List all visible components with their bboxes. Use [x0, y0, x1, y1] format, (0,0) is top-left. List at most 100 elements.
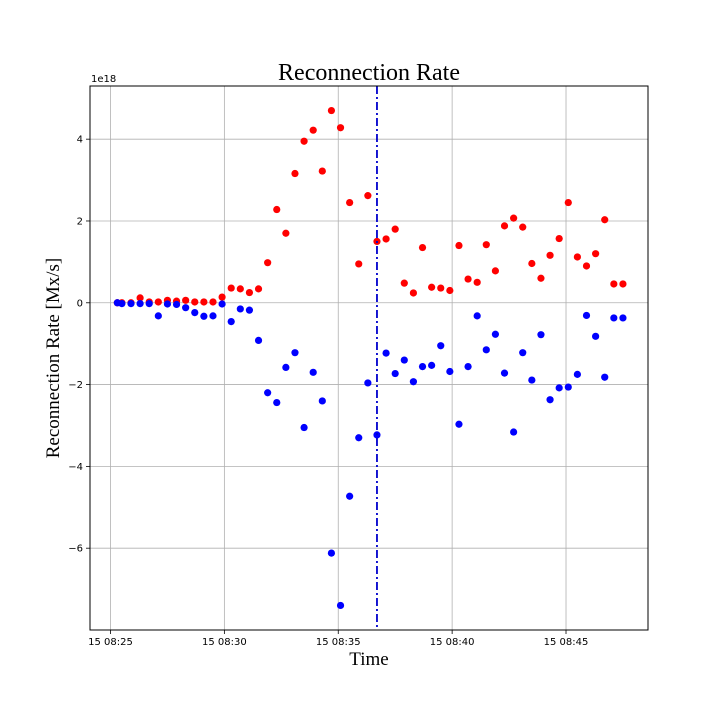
data-points	[113, 106, 627, 610]
red-point	[500, 222, 509, 230]
red-point	[236, 285, 244, 293]
grid-lines	[90, 86, 648, 630]
red-point	[491, 267, 500, 275]
red-point	[336, 124, 345, 132]
red-point	[136, 294, 144, 302]
y-offset-label: 1e18	[91, 74, 116, 85]
blue-point	[510, 428, 518, 436]
red-point	[592, 250, 600, 258]
blue-point	[555, 384, 563, 392]
blue-point	[163, 300, 172, 308]
blue-point	[610, 314, 618, 322]
blue-point	[592, 332, 600, 340]
blue-point	[382, 349, 390, 357]
blue-point	[464, 362, 472, 371]
blue-point	[564, 383, 572, 391]
red-point	[601, 216, 609, 224]
red-point	[282, 229, 290, 237]
blue-point	[409, 378, 418, 386]
blue-point	[355, 434, 363, 442]
y-axis-ticks: −6 −4 −2 0 2 4	[68, 135, 90, 555]
blue-point	[619, 314, 627, 322]
red-point	[273, 205, 281, 214]
blue-point	[154, 312, 162, 320]
blue-point	[336, 601, 345, 610]
red-point	[510, 214, 518, 222]
blue-point	[573, 370, 581, 378]
red-point	[528, 259, 536, 268]
blue-point	[519, 349, 527, 357]
blue-point	[455, 420, 463, 428]
blue-point	[182, 304, 190, 312]
blue-point	[546, 396, 554, 404]
blue-point	[428, 361, 436, 369]
blue-point	[537, 331, 545, 339]
blue-point	[209, 312, 217, 320]
red-point	[382, 235, 390, 243]
red-point	[464, 275, 472, 283]
red-point	[254, 285, 263, 293]
red-point	[154, 298, 162, 306]
red-point	[391, 225, 399, 233]
blue-point	[245, 306, 254, 314]
red-point	[564, 198, 572, 207]
x-tick-label: 15 08:35	[316, 637, 361, 648]
blue-point	[236, 305, 244, 313]
red-point	[300, 137, 308, 145]
blue-point	[318, 397, 326, 405]
blue-point	[172, 300, 181, 309]
blue-point	[291, 349, 299, 357]
x-axis-label: Time	[349, 649, 388, 670]
red-point	[318, 167, 326, 175]
blue-point	[218, 300, 226, 308]
red-point	[437, 284, 445, 292]
red-point	[473, 278, 481, 286]
y-tick-label: 2	[77, 216, 83, 227]
blue-point	[446, 367, 454, 376]
blue-point	[473, 312, 481, 320]
red-point	[291, 169, 299, 178]
blue-point	[200, 312, 208, 320]
red-point	[264, 259, 272, 267]
red-point	[573, 253, 581, 261]
blue-point	[364, 379, 372, 387]
blue-point	[254, 336, 263, 345]
blue-point	[300, 423, 308, 432]
red-point	[582, 262, 591, 270]
y-tick-label: 0	[77, 298, 83, 309]
blue-point	[309, 368, 317, 376]
x-axis-ticks: 15 08:25 15 08:30 15 08:35 15 08:40 15 08:45	[88, 630, 588, 648]
red-point	[428, 283, 436, 291]
red-point	[537, 274, 545, 282]
chart-title: Reconnection Rate	[278, 60, 460, 86]
red-point	[455, 241, 463, 250]
red-point	[418, 243, 427, 252]
x-tick-label: 15 08:30	[202, 637, 247, 648]
blue-point	[282, 363, 290, 372]
blue-point	[391, 369, 399, 378]
blue-point	[528, 376, 536, 384]
red-point	[610, 280, 618, 288]
red-point	[482, 241, 490, 249]
red-point	[182, 296, 190, 304]
blue-point	[482, 346, 490, 354]
y-tick-label: −2	[68, 380, 83, 391]
red-point	[191, 298, 199, 306]
blue-point	[227, 317, 235, 326]
y-axis-label: Reconnection Rate [Mx/s]	[43, 258, 64, 459]
red-point	[209, 298, 217, 306]
red-point	[555, 234, 563, 243]
x-tick-label: 15 08:40	[430, 637, 475, 648]
blue-point	[136, 300, 144, 308]
blue-point	[191, 308, 199, 317]
blue-point	[418, 362, 427, 371]
red-point	[309, 126, 317, 134]
red-point	[355, 260, 363, 268]
x-tick-label: 15 08:25	[88, 637, 133, 648]
red-point	[364, 192, 372, 200]
red-point	[227, 284, 235, 292]
blue-point	[400, 356, 408, 364]
red-point	[327, 106, 336, 115]
blue-point	[118, 300, 126, 308]
